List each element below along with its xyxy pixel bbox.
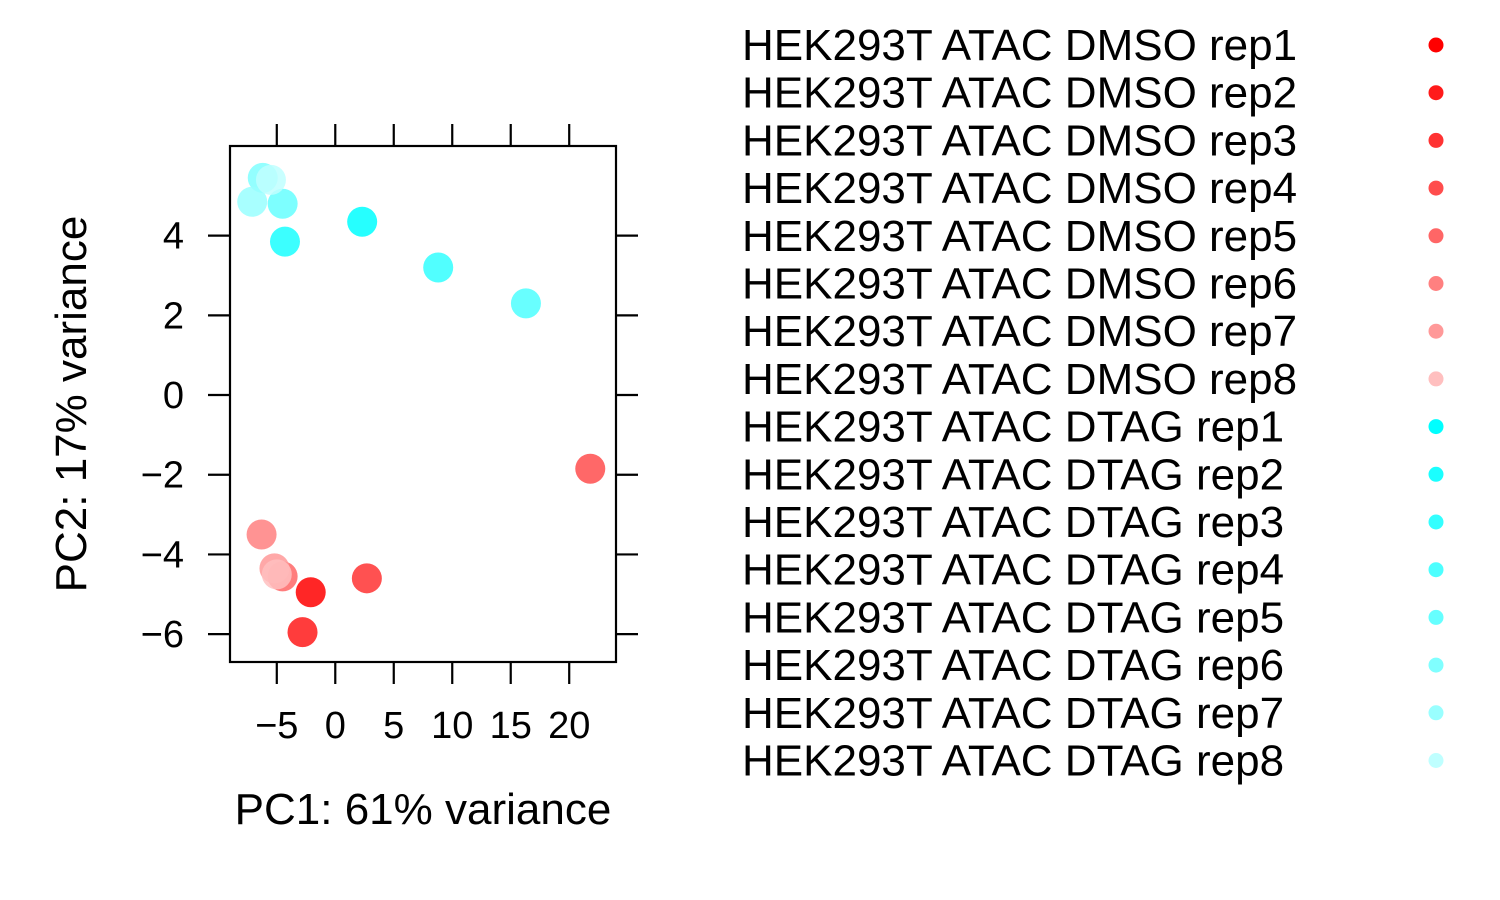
legend-marker xyxy=(1428,657,1444,673)
data-point xyxy=(351,563,382,594)
y-tick-label: −4 xyxy=(141,534,184,576)
legend-marker xyxy=(1428,562,1444,578)
legend-label: HEK293T ATAC DTAG rep4 xyxy=(742,546,1284,595)
x-tick-label: −5 xyxy=(255,705,298,747)
legend-marker xyxy=(1428,753,1444,768)
plot-frame xyxy=(228,144,618,664)
y-axis-label: PC2: 17% variance xyxy=(47,216,96,593)
legend-marker xyxy=(1428,37,1444,53)
x-tick-label: 0 xyxy=(325,705,346,747)
legend-marker xyxy=(1428,323,1444,339)
legend-marker xyxy=(1428,371,1444,387)
legend-label: HEK293T ATAC DMSO rep3 xyxy=(742,116,1297,165)
data-point xyxy=(269,226,300,257)
y-tick-label: −6 xyxy=(141,614,184,656)
legend-label: HEK293T ATAC DMSO rep6 xyxy=(742,260,1297,309)
legend-marker xyxy=(1428,85,1444,101)
legend-label: HEK293T ATAC DTAG rep7 xyxy=(742,689,1284,738)
x-tick-label: 5 xyxy=(383,705,404,747)
legend-label: HEK293T ATAC DMSO rep1 xyxy=(742,21,1297,70)
x-tick-label: 10 xyxy=(431,705,473,747)
data-point xyxy=(295,577,326,608)
legend-label: HEK293T ATAC DTAG rep8 xyxy=(742,737,1284,786)
legend-marker xyxy=(1428,419,1444,435)
legend-label: HEK293T ATAC DTAG rep5 xyxy=(742,593,1284,642)
legend-label: HEK293T ATAC DMSO rep5 xyxy=(742,212,1297,261)
legend-marker xyxy=(1428,609,1444,625)
legend-label: HEK293T ATAC DTAG rep1 xyxy=(742,403,1284,452)
y-tick-label: 0 xyxy=(163,375,184,417)
legend-marker xyxy=(1428,228,1444,244)
data-point xyxy=(267,188,298,219)
y-tick-label: −2 xyxy=(141,455,184,497)
data-point xyxy=(575,453,606,484)
legend-label: HEK293T ATAC DTAG rep2 xyxy=(742,450,1284,499)
legend-marker xyxy=(1428,276,1444,291)
legend-label: HEK293T ATAC DTAG rep3 xyxy=(742,498,1284,547)
x-tick-label: 20 xyxy=(548,705,590,747)
x-axis-label: PC1: 61% variance xyxy=(235,785,612,834)
data-point xyxy=(510,288,541,319)
legend-marker xyxy=(1428,132,1444,148)
x-tick-label: 15 xyxy=(490,705,532,747)
y-tick-label: 4 xyxy=(163,216,184,258)
data-point xyxy=(237,186,268,217)
legend-label: HEK293T ATAC DMSO rep8 xyxy=(742,355,1297,404)
legend-marker xyxy=(1428,180,1444,196)
data-point xyxy=(287,617,318,648)
legend-label: HEK293T ATAC DMSO rep2 xyxy=(742,69,1297,118)
legend-label: HEK293T ATAC DMSO rep4 xyxy=(742,164,1297,213)
plot-points xyxy=(237,162,606,648)
data-point xyxy=(246,519,277,550)
data-point xyxy=(347,206,378,237)
y-tick-label: 2 xyxy=(163,295,184,337)
legend-marker xyxy=(1428,514,1444,530)
data-point xyxy=(423,252,454,283)
legend-label: HEK293T ATAC DMSO rep7 xyxy=(742,307,1297,356)
legend-marker xyxy=(1428,466,1444,482)
legend-marker xyxy=(1428,705,1444,721)
legend-label: HEK293T ATAC DTAG rep6 xyxy=(742,641,1284,690)
data-point xyxy=(261,559,292,590)
data-point xyxy=(255,164,286,195)
